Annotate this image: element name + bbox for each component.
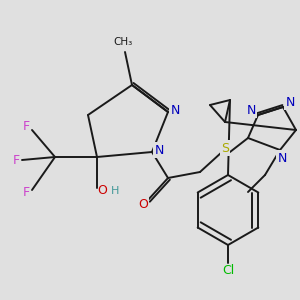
Text: N: N: [285, 95, 295, 109]
Text: H: H: [111, 186, 119, 196]
Text: N: N: [154, 143, 164, 157]
Text: F: F: [22, 121, 30, 134]
Text: N: N: [170, 103, 180, 116]
Text: N: N: [246, 103, 256, 116]
Text: S: S: [221, 142, 229, 154]
Text: N: N: [277, 152, 287, 164]
Text: F: F: [12, 154, 20, 166]
Text: O: O: [138, 197, 148, 211]
Text: F: F: [22, 187, 30, 200]
Text: O: O: [97, 184, 107, 197]
Text: Cl: Cl: [222, 263, 234, 277]
Text: CH₃: CH₃: [113, 37, 133, 47]
